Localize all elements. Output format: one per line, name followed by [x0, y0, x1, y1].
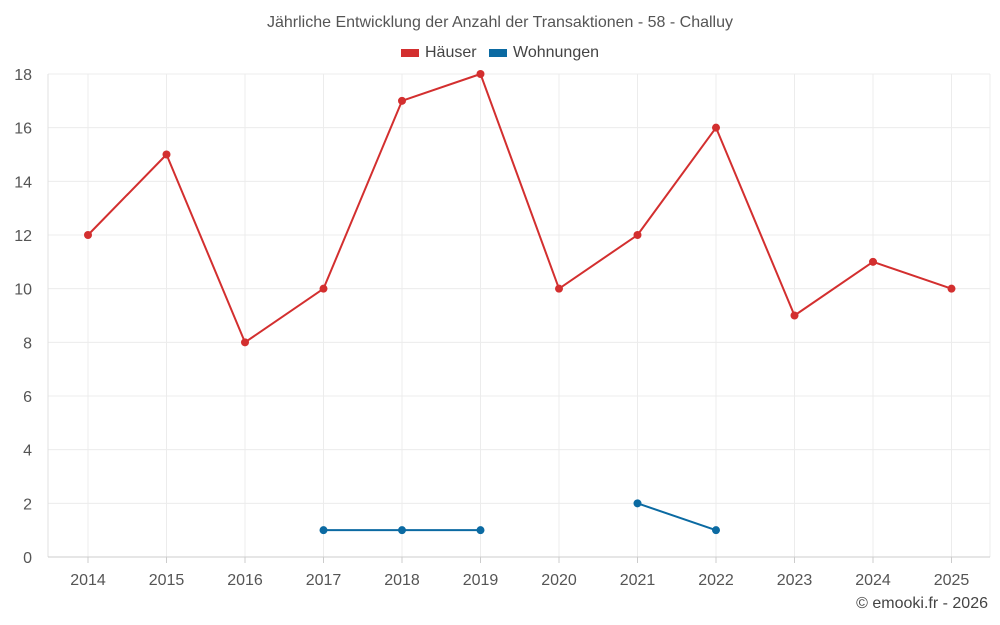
y-tick-label: 4 [23, 443, 32, 460]
legend-swatch-wohnungen [489, 48, 508, 57]
data-point-haeuser[interactable] [398, 96, 406, 105]
series-line-wohnungen [637, 502, 717, 532]
y-tick-label: 2 [23, 496, 32, 513]
legend-label-haeuser: Häuser [424, 44, 477, 61]
x-tick-label: 2024 [855, 572, 891, 589]
chart-title: Jährliche Entwicklung der Anzahl der Tra… [266, 14, 734, 31]
data-point-haeuser[interactable] [476, 70, 485, 78]
y-tick-label: 8 [23, 335, 32, 352]
x-tick-label: 2020 [541, 572, 577, 589]
data-point-haeuser[interactable] [241, 338, 249, 347]
y-tick-label: 16 [14, 121, 32, 138]
data-point-haeuser[interactable] [555, 284, 563, 293]
x-tick-label: 2025 [934, 572, 970, 589]
y-tick-label: 18 [14, 67, 32, 84]
x-tick-label: 2014 [70, 572, 106, 589]
x-tick-label: 2016 [227, 572, 263, 589]
legend: Häuser Wohnungen [0, 44, 1000, 62]
credit-text: © emooki.fr - 2026 [856, 595, 988, 612]
y-tick-label: 12 [14, 228, 32, 245]
data-point-haeuser[interactable] [712, 123, 720, 132]
data-point-haeuser[interactable] [790, 311, 799, 320]
legend-label-wohnungen: Wohnungen [513, 44, 600, 61]
data-point-haeuser[interactable] [869, 257, 877, 266]
y-tick-label: 14 [14, 174, 32, 191]
data-point-wohnungen[interactable] [712, 526, 720, 535]
data-point-wohnungen[interactable] [633, 499, 642, 508]
legend-swatch-haeuser [400, 48, 419, 57]
x-tick-label: 2021 [620, 572, 656, 589]
series-line-haeuser [87, 73, 952, 344]
data-point-haeuser[interactable] [84, 231, 92, 239]
x-tick-label: 2018 [384, 572, 420, 589]
data-point-wohnungen[interactable] [319, 526, 328, 535]
data-point-haeuser[interactable] [319, 284, 328, 293]
data-point-wohnungen[interactable] [476, 526, 485, 535]
legend-item-wohnungen[interactable]: Wohnungen [489, 44, 599, 62]
legend-item-haeuser[interactable]: Häuser [400, 44, 477, 62]
x-tick-label: 2015 [149, 572, 185, 589]
y-tick-label: 0 [23, 550, 32, 567]
x-tick-label: 2022 [698, 572, 734, 589]
x-tick-label: 2023 [777, 572, 813, 589]
data-point-haeuser[interactable] [162, 150, 171, 159]
data-point-wohnungen[interactable] [398, 526, 406, 535]
y-tick-label: 6 [23, 389, 32, 406]
data-point-haeuser[interactable] [947, 284, 956, 293]
x-tick-label: 2017 [306, 572, 342, 589]
data-point-haeuser[interactable] [633, 231, 642, 239]
y-tick-label: 10 [14, 282, 32, 299]
x-tick-label: 2019 [463, 572, 499, 589]
